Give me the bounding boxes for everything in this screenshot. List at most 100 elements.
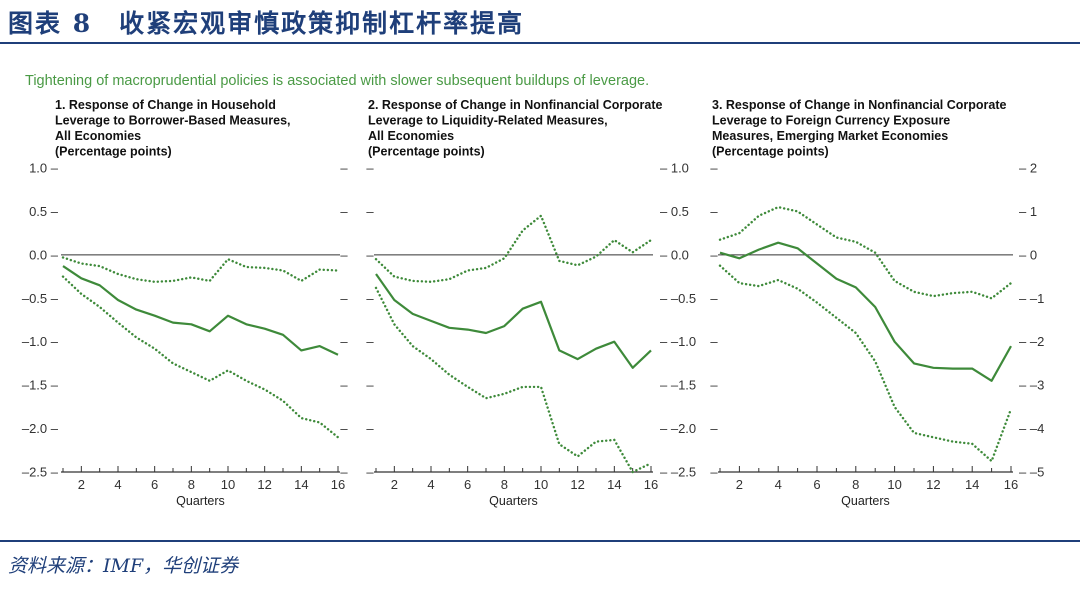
chart-title-line: Leverage to Foreign Currency Exposure [712,114,950,128]
y-tick-label: –1.5 – [22,378,59,393]
y-tick-mark: – [710,291,718,306]
y-tick-mark: – [710,247,718,262]
chart-panel-1: 1. Response of Change in Household Levera… [22,98,349,508]
y-tick-label: – 0 [1019,247,1037,262]
x-tick-label: 4 [775,477,782,492]
series-line-upper-bound [61,256,340,283]
y-tick-label: – –2 [1019,334,1044,349]
y-tick-label: 0.0 – [29,247,59,262]
y-tick-label: – –2.5 [660,465,696,480]
x-tick-label: 6 [151,477,158,492]
y-tick-mark: – [340,204,348,219]
y-tick-mark: – [366,334,374,349]
x-tick-label: 16 [644,477,658,492]
y-tick-label: – –4 [1019,421,1044,436]
figure-subtitle: Tightening of macroprudential policies i… [25,73,650,89]
x-tick-label: 6 [464,477,471,492]
x-tick-label: 12 [570,477,584,492]
x-tick-label: 2 [391,477,398,492]
y-tick-label: – 0.0 [660,247,689,262]
y-tick-mark: – [340,465,348,480]
chart-title-line: 2. Response of Change in Nonfinancial Co… [368,98,663,112]
x-tick-label: 16 [331,477,345,492]
y-tick-label: – 1 [1019,204,1037,219]
chart-title-line: All Economies [55,129,141,143]
y-tick-mark: – [710,334,718,349]
y-tick-mark: – [710,161,718,176]
x-tick-label: 12 [926,477,940,492]
x-tick-label: 16 [1004,477,1018,492]
y-tick-label: – –1.5 [660,378,696,393]
x-axis-label: Quarters [176,494,225,508]
source-rule [0,540,1080,542]
y-tick-mark: – [366,378,374,393]
x-tick-label: 14 [965,477,979,492]
series-line-response [719,241,1012,382]
x-tick-label: 2 [78,477,85,492]
series-line-upper-bound [718,205,1013,300]
x-tick-label: 8 [852,477,859,492]
y-tick-label: – –2.0 [660,421,696,436]
y-tick-label: –0.5 – [22,291,59,306]
y-tick-label: – 0.5 [660,204,689,219]
series-line-upper-bound [374,214,653,283]
figure-source: 资料来源：IMF，华创证券 [8,555,239,577]
chart-title-line: Leverage to Liquidity-Related Measures, [368,114,608,128]
series-line-response [375,273,652,369]
series-line-lower-bound [374,286,653,474]
y-tick-label: – –1 [1019,291,1044,306]
x-tick-label: 8 [501,477,508,492]
x-axis-label: Quarters [489,494,538,508]
series-line-response [62,265,339,356]
chart-title-line: Leverage to Borrower-Based Measures, [55,114,291,128]
x-tick-label: 14 [607,477,621,492]
y-tick-label: – –0.5 [660,291,696,306]
chart-title-line: (Percentage points) [712,145,829,159]
x-tick-label: 14 [294,477,308,492]
series-line-lower-bound [718,264,1013,463]
y-tick-mark: – [340,421,348,436]
y-tick-mark: – [710,421,718,436]
y-tick-mark: – [710,465,718,480]
x-tick-label: 10 [887,477,901,492]
chart-title-line: Measures, Emerging Market Economies [712,129,948,143]
y-tick-label: – 1.0 [660,161,689,176]
x-tick-label: 10 [534,477,548,492]
chart-title-line: All Economies [368,129,454,143]
y-tick-mark: – [710,378,718,393]
y-tick-label: – 2 [1019,161,1037,176]
chart-title-line: (Percentage points) [368,145,485,159]
chart-title-line: (Percentage points) [55,145,172,159]
y-tick-mark: – [366,421,374,436]
y-tick-label: – –5 [1019,465,1044,480]
y-tick-label: –1.0 – [22,334,59,349]
y-tick-label: 1.0 – [29,161,59,176]
series-line-lower-bound [61,275,340,439]
y-tick-mark: – [340,161,348,176]
y-tick-label: –2.5 – [22,465,59,480]
y-tick-mark: – [710,204,718,219]
y-tick-mark: – [366,247,374,262]
x-axis-label: Quarters [841,494,890,508]
chart-panel-2: 2. Response of Change in Nonfinancial Co… [366,98,696,508]
y-tick-mark: – [366,465,374,480]
y-tick-mark: – [340,247,348,262]
x-tick-label: 4 [114,477,121,492]
figure-title: 图表 8 收紧宏观审慎政策抑制杠杆率提高 [8,9,525,38]
y-tick-label: – –3 [1019,378,1044,393]
chart-title-line: 1. Response of Change in Household [55,98,276,112]
y-tick-mark: – [340,378,348,393]
title-rule [0,42,1080,44]
y-tick-label: –2.0 – [22,421,59,436]
y-tick-mark: – [366,291,374,306]
y-tick-mark: – [340,291,348,306]
chart-panel-3: 3. Response of Change in Nonfinancial Co… [710,98,1044,508]
y-tick-label: 0.5 – [29,204,59,219]
x-tick-label: 12 [257,477,271,492]
y-tick-label: – –1.0 [660,334,696,349]
y-tick-mark: – [366,161,374,176]
x-tick-label: 4 [427,477,434,492]
y-tick-mark: – [366,204,374,219]
x-tick-label: 2 [736,477,743,492]
